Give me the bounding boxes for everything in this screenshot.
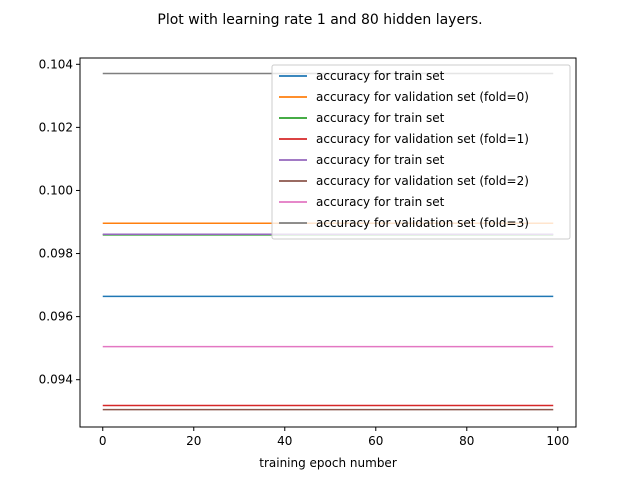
y-tick-label: 0.104 — [39, 57, 73, 71]
x-tick-label: 0 — [99, 434, 107, 448]
y-tick-label: 0.100 — [39, 183, 73, 197]
chart-title: Plot with learning rate 1 and 80 hidden … — [157, 12, 482, 28]
legend-label-5: accuracy for validation set (fold=2) — [316, 174, 529, 188]
y-tick-label: 0.102 — [39, 120, 73, 134]
legend-label-4: accuracy for train set — [316, 153, 445, 167]
legend-label-1: accuracy for validation set (fold=0) — [316, 90, 529, 104]
plot-frame — [79, 57, 577, 428]
legend-label-7: accuracy for validation set (fold=3) — [316, 216, 529, 230]
y-axis: 0.094 0.096 0.098 0.100 0.102 0.104 — [39, 57, 80, 387]
y-tick-label: 0.094 — [39, 373, 73, 387]
legend-box — [271, 64, 571, 240]
x-axis: 0 20 40 60 80 100 — [99, 427, 569, 448]
legend-label-6: accuracy for train set — [316, 195, 445, 209]
legend-label-0: accuracy for train set — [316, 69, 445, 83]
legend-label-3: accuracy for validation set (fold=1) — [316, 132, 529, 146]
x-tick-label: 100 — [546, 434, 569, 448]
x-tick-label: 40 — [277, 434, 292, 448]
x-tick-label: 60 — [368, 434, 383, 448]
y-tick-label: 0.096 — [39, 310, 73, 324]
legend-label-2: accuracy for train set — [316, 111, 445, 125]
legend: accuracy for train set accuracy for valid… — [271, 64, 571, 240]
x-axis-label: training epoch number — [259, 456, 397, 470]
y-tick-label: 0.098 — [39, 247, 73, 261]
x-tick-label: 80 — [459, 434, 474, 448]
x-tick-label: 20 — [186, 434, 201, 448]
